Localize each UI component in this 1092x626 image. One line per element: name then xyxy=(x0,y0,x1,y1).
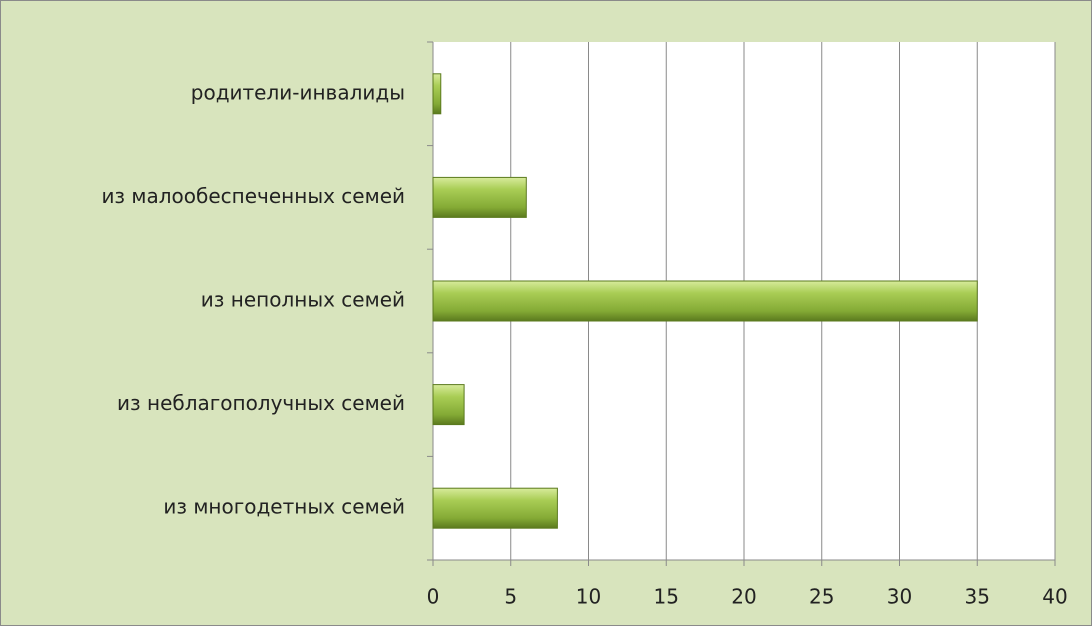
x-tick-label: 10 xyxy=(576,585,601,609)
bar xyxy=(432,176,527,218)
x-tick-label: 40 xyxy=(1042,585,1067,609)
x-tick-label: 20 xyxy=(731,585,756,609)
bar xyxy=(432,280,978,322)
x-tick-label: 30 xyxy=(887,585,912,609)
x-tick-label: 25 xyxy=(809,585,834,609)
bar xyxy=(432,384,465,426)
y-tick-label: из малообеспеченных семей xyxy=(101,184,405,208)
bar xyxy=(432,73,442,115)
x-tick-label: 15 xyxy=(654,585,679,609)
bar xyxy=(432,487,558,529)
y-tick-label: родители-инвалиды xyxy=(191,80,405,104)
x-tick-label: 0 xyxy=(427,585,440,609)
y-tick-label: из неблагополучных семей xyxy=(117,391,405,415)
y-tick-label: из неполных семей xyxy=(201,288,405,312)
y-tick-label: из многодетных семей xyxy=(163,495,405,519)
x-tick-label: 5 xyxy=(504,585,517,609)
x-tick-label: 35 xyxy=(965,585,990,609)
